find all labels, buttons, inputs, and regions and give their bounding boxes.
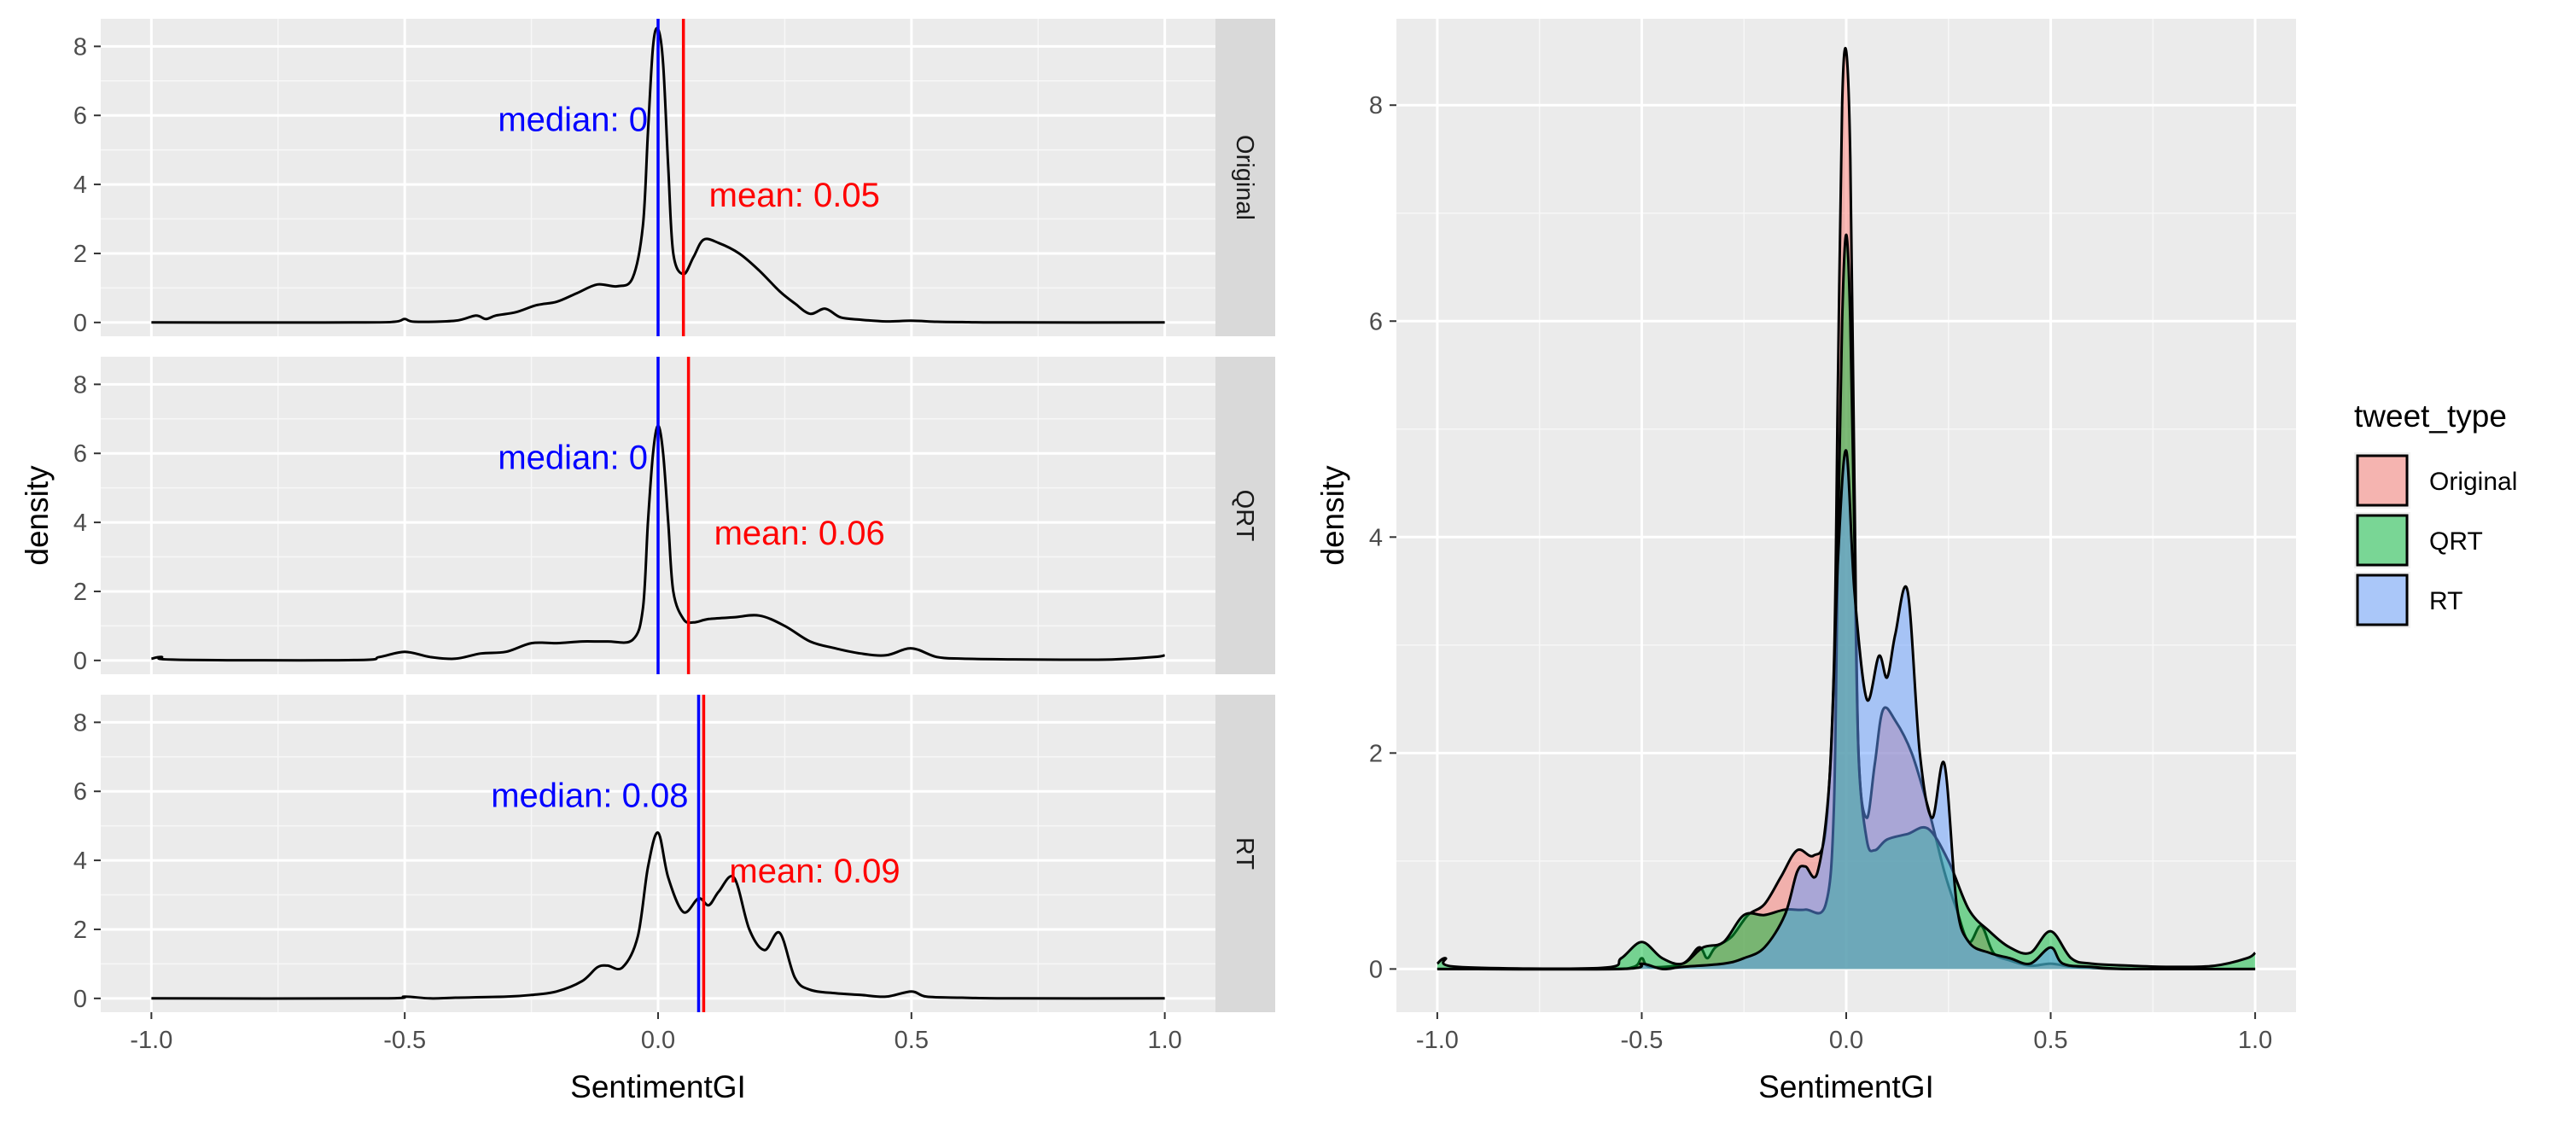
left-x-axis-title: SentimentGI <box>570 1069 746 1104</box>
facet-rt-y-tick-label: 2 <box>73 917 87 944</box>
overlay-x-tick-label: 0.5 <box>2033 1027 2067 1054</box>
right-x-axis-title: SentimentGI <box>1758 1069 1934 1104</box>
facet-qrt-y-tick-label: 8 <box>73 371 87 399</box>
facet-qrt-mean-label: mean: 0.06 <box>714 515 885 552</box>
facet-qrt-y-tick-label: 4 <box>73 510 87 537</box>
overlay-x-tick-label: -0.5 <box>1620 1027 1663 1054</box>
facet-original-median-label: median: 0 <box>498 101 648 138</box>
facet-qrt-strip <box>1215 357 1275 674</box>
facet-qrt-panel: 0 2 4 6 8 QRT median: 0 mean: 0.06 <box>73 357 1275 675</box>
facet-qrt-y-tick-label: 0 <box>73 648 87 675</box>
facet-rt-strip-label: RT <box>1231 837 1258 870</box>
legend-label-original: Original <box>2429 468 2517 496</box>
facet-rt-strip <box>1215 695 1275 1012</box>
facet-rt-y-tick-label: 8 <box>73 709 87 737</box>
facet-original-y-tick-label: 0 <box>73 310 87 337</box>
facet-qrt-median-label: median: 0 <box>498 439 648 476</box>
facet-qrt-y-tick-label: 6 <box>73 440 87 468</box>
facet-rt-mean-label: mean: 0.09 <box>729 853 900 890</box>
overlay-y-tick-label: 8 <box>1369 92 1383 119</box>
legend-label-rt: RT <box>2429 587 2462 615</box>
overlay-y-tick-label: 2 <box>1369 740 1383 767</box>
facet-original-mean-label: mean: 0.05 <box>709 177 880 214</box>
facet-rt-x-tick-label: 0.5 <box>895 1027 929 1054</box>
density-outline-rt <box>1437 449 2256 971</box>
legend-label-qrt: QRT <box>2429 527 2483 556</box>
overlay-y-tick-label: 6 <box>1369 308 1383 335</box>
facet-qrt-y-tick-label: 2 <box>73 579 87 606</box>
facet-original-strip-label: Original <box>1231 135 1258 220</box>
density-outline-qrt <box>1436 233 2257 970</box>
facet-rt-panel: 0 2 4 6 8 -1.0 -0.5 0.0 0.5 1.0 RT median: 0.08 mean… <box>73 695 1275 1054</box>
overlay-x-tick-label: 0.0 <box>1829 1027 1863 1054</box>
facet-rt-y-tick-label: 0 <box>73 986 87 1013</box>
legend-title: tweet_type <box>2354 399 2507 434</box>
facet-rt-y-tick-label: 6 <box>73 778 87 806</box>
overlay-panel: 0 2 4 6 8 -1.0 -0.5 0.0 0.5 1.0 <box>1369 19 2296 1054</box>
facet-original-y-tick-label: 6 <box>73 102 87 130</box>
overlay-x-tick-label: 1.0 <box>2238 1027 2272 1054</box>
overlay-x-tick-label: -1.0 <box>1416 1027 1459 1054</box>
overlay-y-tick-label: 4 <box>1369 524 1383 551</box>
legend-swatch-original <box>2356 454 2409 507</box>
facet-rt-y-tick-label: 4 <box>73 847 87 875</box>
facet-original-panel: 0 2 4 6 8 Original median: 0 mean: 0.05 <box>73 19 1275 337</box>
facet-original-y-tick-label: 4 <box>73 172 87 199</box>
legend: tweet_type Original QRT RT <box>2354 399 2517 628</box>
facet-rt-x-tick-label: -1.0 <box>130 1027 172 1054</box>
facet-qrt-density-line <box>151 424 1165 662</box>
facet-rt-x-tick-label: 1.0 <box>1147 1027 1181 1054</box>
facet-qrt-strip-label: QRT <box>1231 490 1258 542</box>
facet-original-y-tick-label: 8 <box>73 33 87 61</box>
left-y-axis-title: density <box>20 465 55 566</box>
facet-rt-median-label: median: 0.08 <box>491 777 688 814</box>
facet-rt-x-tick-label: 0.0 <box>641 1027 675 1054</box>
facet-original-density-line <box>151 26 1165 324</box>
overlay-y-tick-label: 0 <box>1369 956 1383 983</box>
legend-swatch-qrt <box>2356 514 2409 567</box>
facet-rt-density-line <box>151 831 1165 1000</box>
facet-rt-x-tick-label: -0.5 <box>383 1027 426 1054</box>
density-area-rt <box>1437 450 2256 970</box>
facet-original-strip <box>1215 19 1275 336</box>
right-y-axis-title: density <box>1315 465 1350 566</box>
legend-swatch-rt <box>2356 574 2409 626</box>
facet-original-y-tick-label: 2 <box>73 241 87 268</box>
